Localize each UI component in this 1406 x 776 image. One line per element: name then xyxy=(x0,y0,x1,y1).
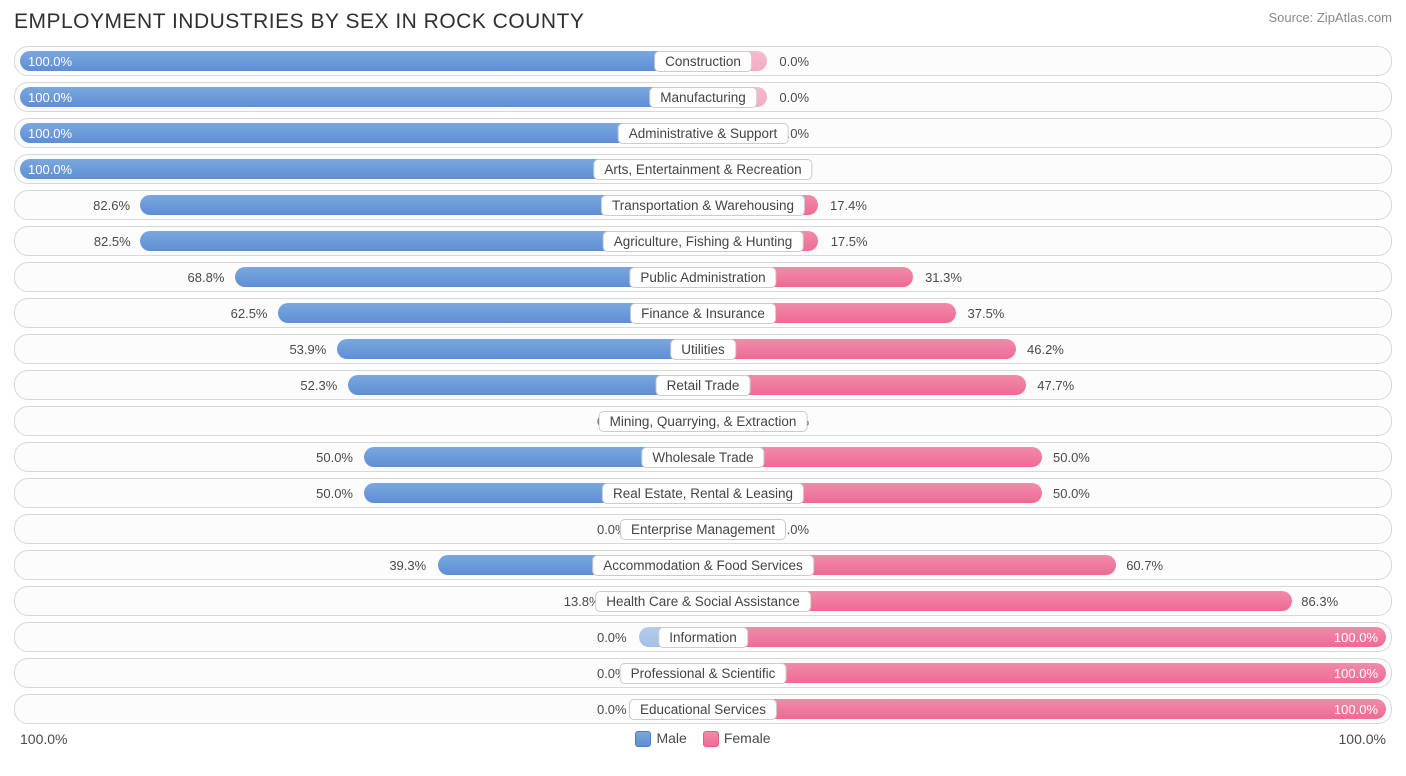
chart-row: 82.6% 17.4% Transportation & Warehousing xyxy=(14,190,1392,220)
male-bar xyxy=(337,339,703,359)
chart-row: 0.0% 100.0% Information xyxy=(14,622,1392,652)
male-pct-label: 0.0% xyxy=(597,630,627,645)
female-pct-label: 100.0% xyxy=(1334,630,1378,645)
female-pct-label: 100.0% xyxy=(1334,666,1378,681)
category-label: Administrative & Support xyxy=(618,123,789,144)
female-pct-label: 17.4% xyxy=(830,198,867,213)
category-label: Professional & Scientific xyxy=(620,663,787,684)
female-pct-label: 17.5% xyxy=(831,234,868,249)
legend: Male Female xyxy=(635,730,770,747)
male-pct-label: 100.0% xyxy=(28,126,72,141)
chart-row: 62.5% 37.5% Finance & Insurance xyxy=(14,298,1392,328)
category-label: Information xyxy=(658,627,748,648)
chart-row: 39.3% 60.7% Accommodation & Food Services xyxy=(14,550,1392,580)
chart-title: EMPLOYMENT INDUSTRIES BY SEX IN ROCK COU… xyxy=(14,10,584,34)
diverging-bar-chart: 100.0% 0.0% Construction 100.0% 0.0% Manufact… xyxy=(14,46,1392,724)
category-label: Real Estate, Rental & Leasing xyxy=(602,483,804,504)
female-pct-label: 0.0% xyxy=(779,54,809,69)
category-label: Manufacturing xyxy=(649,87,757,108)
chart-row: 13.8%86.3%Health Care & Social Assistanc… xyxy=(14,586,1392,616)
legend-male-label: Male xyxy=(656,730,686,746)
male-pct-label: 68.8% xyxy=(188,270,225,285)
category-label: Health Care & Social Assistance xyxy=(595,591,811,612)
female-pct-label: 37.5% xyxy=(968,306,1005,321)
male-pct-label: 50.0% xyxy=(316,486,353,501)
male-bar xyxy=(20,87,703,107)
chart-row: 50.0% 50.0% Real Estate, Rental & Leasing xyxy=(14,478,1392,508)
category-label: Educational Services xyxy=(629,699,777,720)
source-attribution: Source: ZipAtlas.com xyxy=(1268,10,1392,25)
category-label: Mining, Quarrying, & Extraction xyxy=(599,411,808,432)
chart-row: 0.0%0.0%Enterprise Management xyxy=(14,514,1392,544)
axis-right-label: 100.0% xyxy=(1339,731,1386,747)
chart-row: 0.0% 100.0% Educational Services xyxy=(14,694,1392,724)
male-bar xyxy=(20,51,703,71)
male-pct-label: 100.0% xyxy=(28,54,72,69)
female-bar xyxy=(703,663,1386,683)
male-bar xyxy=(348,375,703,395)
male-bar xyxy=(20,123,703,143)
legend-female-label: Female xyxy=(724,730,771,746)
male-pct-label: 100.0% xyxy=(28,162,72,177)
male-swatch-icon xyxy=(635,731,651,747)
chart-row: 100.0% 0.0% Manufacturing xyxy=(14,82,1392,112)
category-label: Public Administration xyxy=(629,267,776,288)
male-pct-label: 52.3% xyxy=(300,378,337,393)
female-pct-label: 46.2% xyxy=(1027,342,1064,357)
female-pct-label: 47.7% xyxy=(1037,378,1074,393)
chart-row: 52.3% 47.7% Retail Trade xyxy=(14,370,1392,400)
female-bar xyxy=(703,699,1386,719)
female-pct-label: 0.0% xyxy=(779,90,809,105)
female-bar xyxy=(703,375,1026,395)
category-label: Transportation & Warehousing xyxy=(601,195,805,216)
female-bar xyxy=(703,627,1386,647)
male-pct-label: 100.0% xyxy=(28,90,72,105)
female-pct-label: 60.7% xyxy=(1126,558,1163,573)
chart-row: 82.5% 17.5% Agriculture, Fishing & Hunting xyxy=(14,226,1392,256)
female-pct-label: 50.0% xyxy=(1053,450,1090,465)
chart-row: 53.9% 46.2% Utilities xyxy=(14,334,1392,364)
axis-left-label: 100.0% xyxy=(20,731,67,747)
legend-female: Female xyxy=(703,730,771,747)
chart-row: 0.0%100.0%Professional & Scientific xyxy=(14,658,1392,688)
category-label: Arts, Entertainment & Recreation xyxy=(593,159,812,180)
female-pct-label: 86.3% xyxy=(1301,594,1338,609)
male-pct-label: 82.5% xyxy=(94,234,131,249)
category-label: Accommodation & Food Services xyxy=(592,555,814,576)
female-pct-label: 100.0% xyxy=(1334,702,1378,717)
female-bar xyxy=(703,339,1016,359)
category-label: Wholesale Trade xyxy=(641,447,764,468)
female-pct-label: 50.0% xyxy=(1053,486,1090,501)
chart-row: 68.8% 31.3% Public Administration xyxy=(14,262,1392,292)
female-pct-label: 31.3% xyxy=(925,270,962,285)
male-pct-label: 0.0% xyxy=(597,702,627,717)
chart-row: 50.0% 50.0% Wholesale Trade xyxy=(14,442,1392,472)
male-pct-label: 50.0% xyxy=(316,450,353,465)
chart-row: 100.0%0.0%Arts, Entertainment & Recreati… xyxy=(14,154,1392,184)
category-label: Retail Trade xyxy=(656,375,751,396)
male-pct-label: 53.9% xyxy=(289,342,326,357)
male-pct-label: 39.3% xyxy=(389,558,426,573)
category-label: Enterprise Management xyxy=(620,519,786,540)
chart-row: 100.0%0.0%Administrative & Support xyxy=(14,118,1392,148)
category-label: Construction xyxy=(654,51,752,72)
female-swatch-icon xyxy=(703,731,719,747)
chart-row: 100.0% 0.0% Construction xyxy=(14,46,1392,76)
category-label: Utilities xyxy=(670,339,736,360)
male-pct-label: 62.5% xyxy=(231,306,268,321)
legend-male: Male xyxy=(635,730,686,747)
chart-row: 0.0%0.0%Mining, Quarrying, & Extraction xyxy=(14,406,1392,436)
male-pct-label: 82.6% xyxy=(93,198,130,213)
category-label: Finance & Insurance xyxy=(630,303,776,324)
category-label: Agriculture, Fishing & Hunting xyxy=(603,231,804,252)
